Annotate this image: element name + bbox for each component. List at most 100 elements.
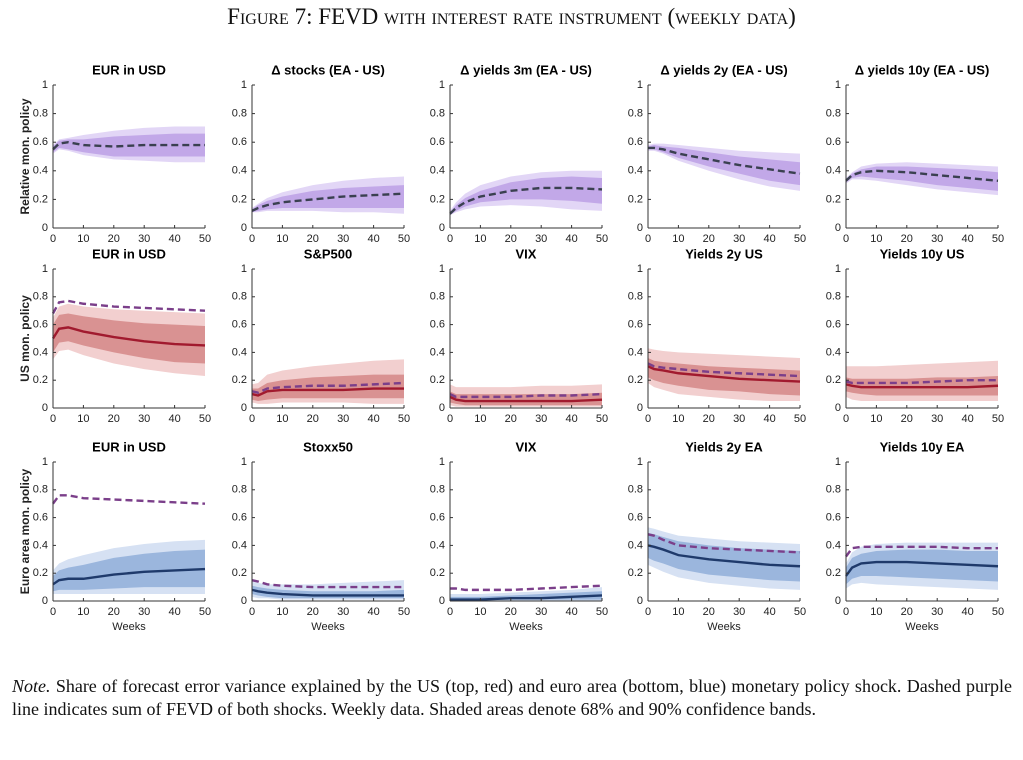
- x-tick-label: 50: [596, 606, 608, 618]
- y-axis-label: US mon. policy: [18, 295, 32, 382]
- y-tick-label: 1: [439, 456, 445, 468]
- y-tick-label: 1: [241, 79, 247, 91]
- x-tick-label: 0: [645, 233, 651, 245]
- y-tick-label: 0.4: [826, 165, 841, 177]
- x-tick-label: 40: [168, 233, 180, 245]
- dashed-line: [449, 392, 603, 399]
- x-tick-label: 20: [901, 233, 913, 245]
- y-tick-label: 0.4: [628, 539, 643, 551]
- x-tick-label: 20: [505, 606, 517, 618]
- x-tick-label: 20: [307, 233, 319, 245]
- x-tick-label: 30: [138, 606, 150, 618]
- x-tick-label: 30: [733, 233, 745, 245]
- y-tick-label: 0.6: [826, 136, 841, 148]
- x-tick-label: 50: [596, 413, 608, 425]
- y-tick-label: 0.8: [628, 291, 643, 303]
- y-tick-label: 0.8: [430, 484, 445, 496]
- x-tick-label: 10: [870, 233, 882, 245]
- y-tick-label: 0.6: [232, 319, 247, 331]
- x-tick-label: 40: [961, 233, 973, 245]
- y-tick-label: 0.8: [33, 291, 48, 303]
- x-tick-label: 30: [535, 606, 547, 618]
- x-tick-label: 50: [199, 413, 211, 425]
- x-tick-label: 30: [138, 413, 150, 425]
- x-tick-label: 10: [77, 413, 89, 425]
- y-tick-label: 0.6: [33, 136, 48, 148]
- x-tick-label: 40: [565, 413, 577, 425]
- x-tick-label: 10: [474, 413, 486, 425]
- x-tick-label: 10: [672, 233, 684, 245]
- y-tick-label: 1: [637, 263, 643, 275]
- x-tick-label: 0: [843, 606, 849, 618]
- confidence-band: [53, 549, 205, 592]
- y-tick-label: 0: [637, 402, 643, 414]
- panel-title: Yields 10y EA: [880, 439, 965, 454]
- y-tick-label: 0.2: [628, 374, 643, 386]
- panel-title: Yields 2y US: [685, 246, 763, 261]
- y-tick-label: 1: [637, 79, 643, 91]
- y-tick-label: 0.4: [430, 346, 445, 358]
- y-tick-label: 0.6: [430, 136, 445, 148]
- y-tick-label: 1: [835, 456, 841, 468]
- y-tick-label: 1: [835, 79, 841, 91]
- x-tick-label: 50: [199, 606, 211, 618]
- line: [449, 395, 603, 403]
- y-tick-label: 0.4: [826, 539, 841, 551]
- x-tick-label: 40: [367, 606, 379, 618]
- y-tick-label: 0.8: [628, 484, 643, 496]
- x-tick-label: 0: [249, 413, 255, 425]
- x-tick-label: 50: [596, 233, 608, 245]
- x-tick-label: 40: [763, 413, 775, 425]
- x-tick-label: 30: [535, 413, 547, 425]
- x-tick-label: 10: [276, 606, 288, 618]
- y-tick-label: 0.2: [33, 374, 48, 386]
- y-tick-label: 1: [439, 79, 445, 91]
- y-tick-label: 0.4: [430, 539, 445, 551]
- x-tick-label: 0: [50, 233, 56, 245]
- x-tick-label: 50: [398, 413, 410, 425]
- x-tick-label: 10: [672, 413, 684, 425]
- dashed-line: [251, 578, 404, 589]
- x-tick-label: 40: [565, 233, 577, 245]
- y-tick-label: 0: [42, 402, 48, 414]
- x-tick-label: 20: [108, 606, 120, 618]
- y-tick-label: 0.4: [33, 165, 48, 177]
- panel-title: EUR in USD: [92, 439, 166, 454]
- y-tick-label: 0.8: [826, 484, 841, 496]
- x-axis-label: Weeks: [311, 621, 345, 633]
- x-tick-label: 20: [703, 413, 715, 425]
- x-tick-label: 40: [763, 606, 775, 618]
- y-tick-label: 0.2: [232, 567, 247, 579]
- x-tick-label: 30: [337, 413, 349, 425]
- y-tick-label: 1: [42, 79, 48, 91]
- x-tick-label: 50: [199, 233, 211, 245]
- y-tick-label: 0.8: [232, 108, 247, 120]
- confidence-band: [846, 166, 998, 191]
- panel-title: Δ yields 2y (EA - US): [660, 62, 787, 77]
- y-tick-label: 1: [835, 263, 841, 275]
- y-tick-label: 1: [241, 456, 247, 468]
- x-tick-label: 20: [901, 413, 913, 425]
- dashed-line: [647, 533, 801, 554]
- x-tick-label: 40: [367, 413, 379, 425]
- y-tick-label: 0.2: [826, 374, 841, 386]
- x-tick-label: 50: [794, 233, 806, 245]
- x-tick-label: 50: [992, 413, 1004, 425]
- panel-title: Yields 2y EA: [685, 439, 763, 454]
- x-tick-label: 30: [337, 233, 349, 245]
- y-tick-label: 0.6: [628, 136, 643, 148]
- dashed-line: [52, 140, 205, 151]
- x-tick-label: 30: [931, 413, 943, 425]
- y-tick-label: 0.6: [33, 319, 48, 331]
- y-tick-label: 0.2: [232, 193, 247, 205]
- x-tick-label: 10: [474, 233, 486, 245]
- x-tick-label: 0: [249, 233, 255, 245]
- y-tick-label: 0: [241, 595, 247, 607]
- y-tick-label: 0.6: [826, 512, 841, 524]
- x-tick-label: 10: [77, 233, 89, 245]
- x-tick-label: 20: [108, 233, 120, 245]
- y-axis-label: Euro area mon. policy: [18, 468, 32, 594]
- x-tick-label: 0: [843, 233, 849, 245]
- y-tick-label: 0.6: [232, 512, 247, 524]
- dashed-line: [450, 584, 603, 592]
